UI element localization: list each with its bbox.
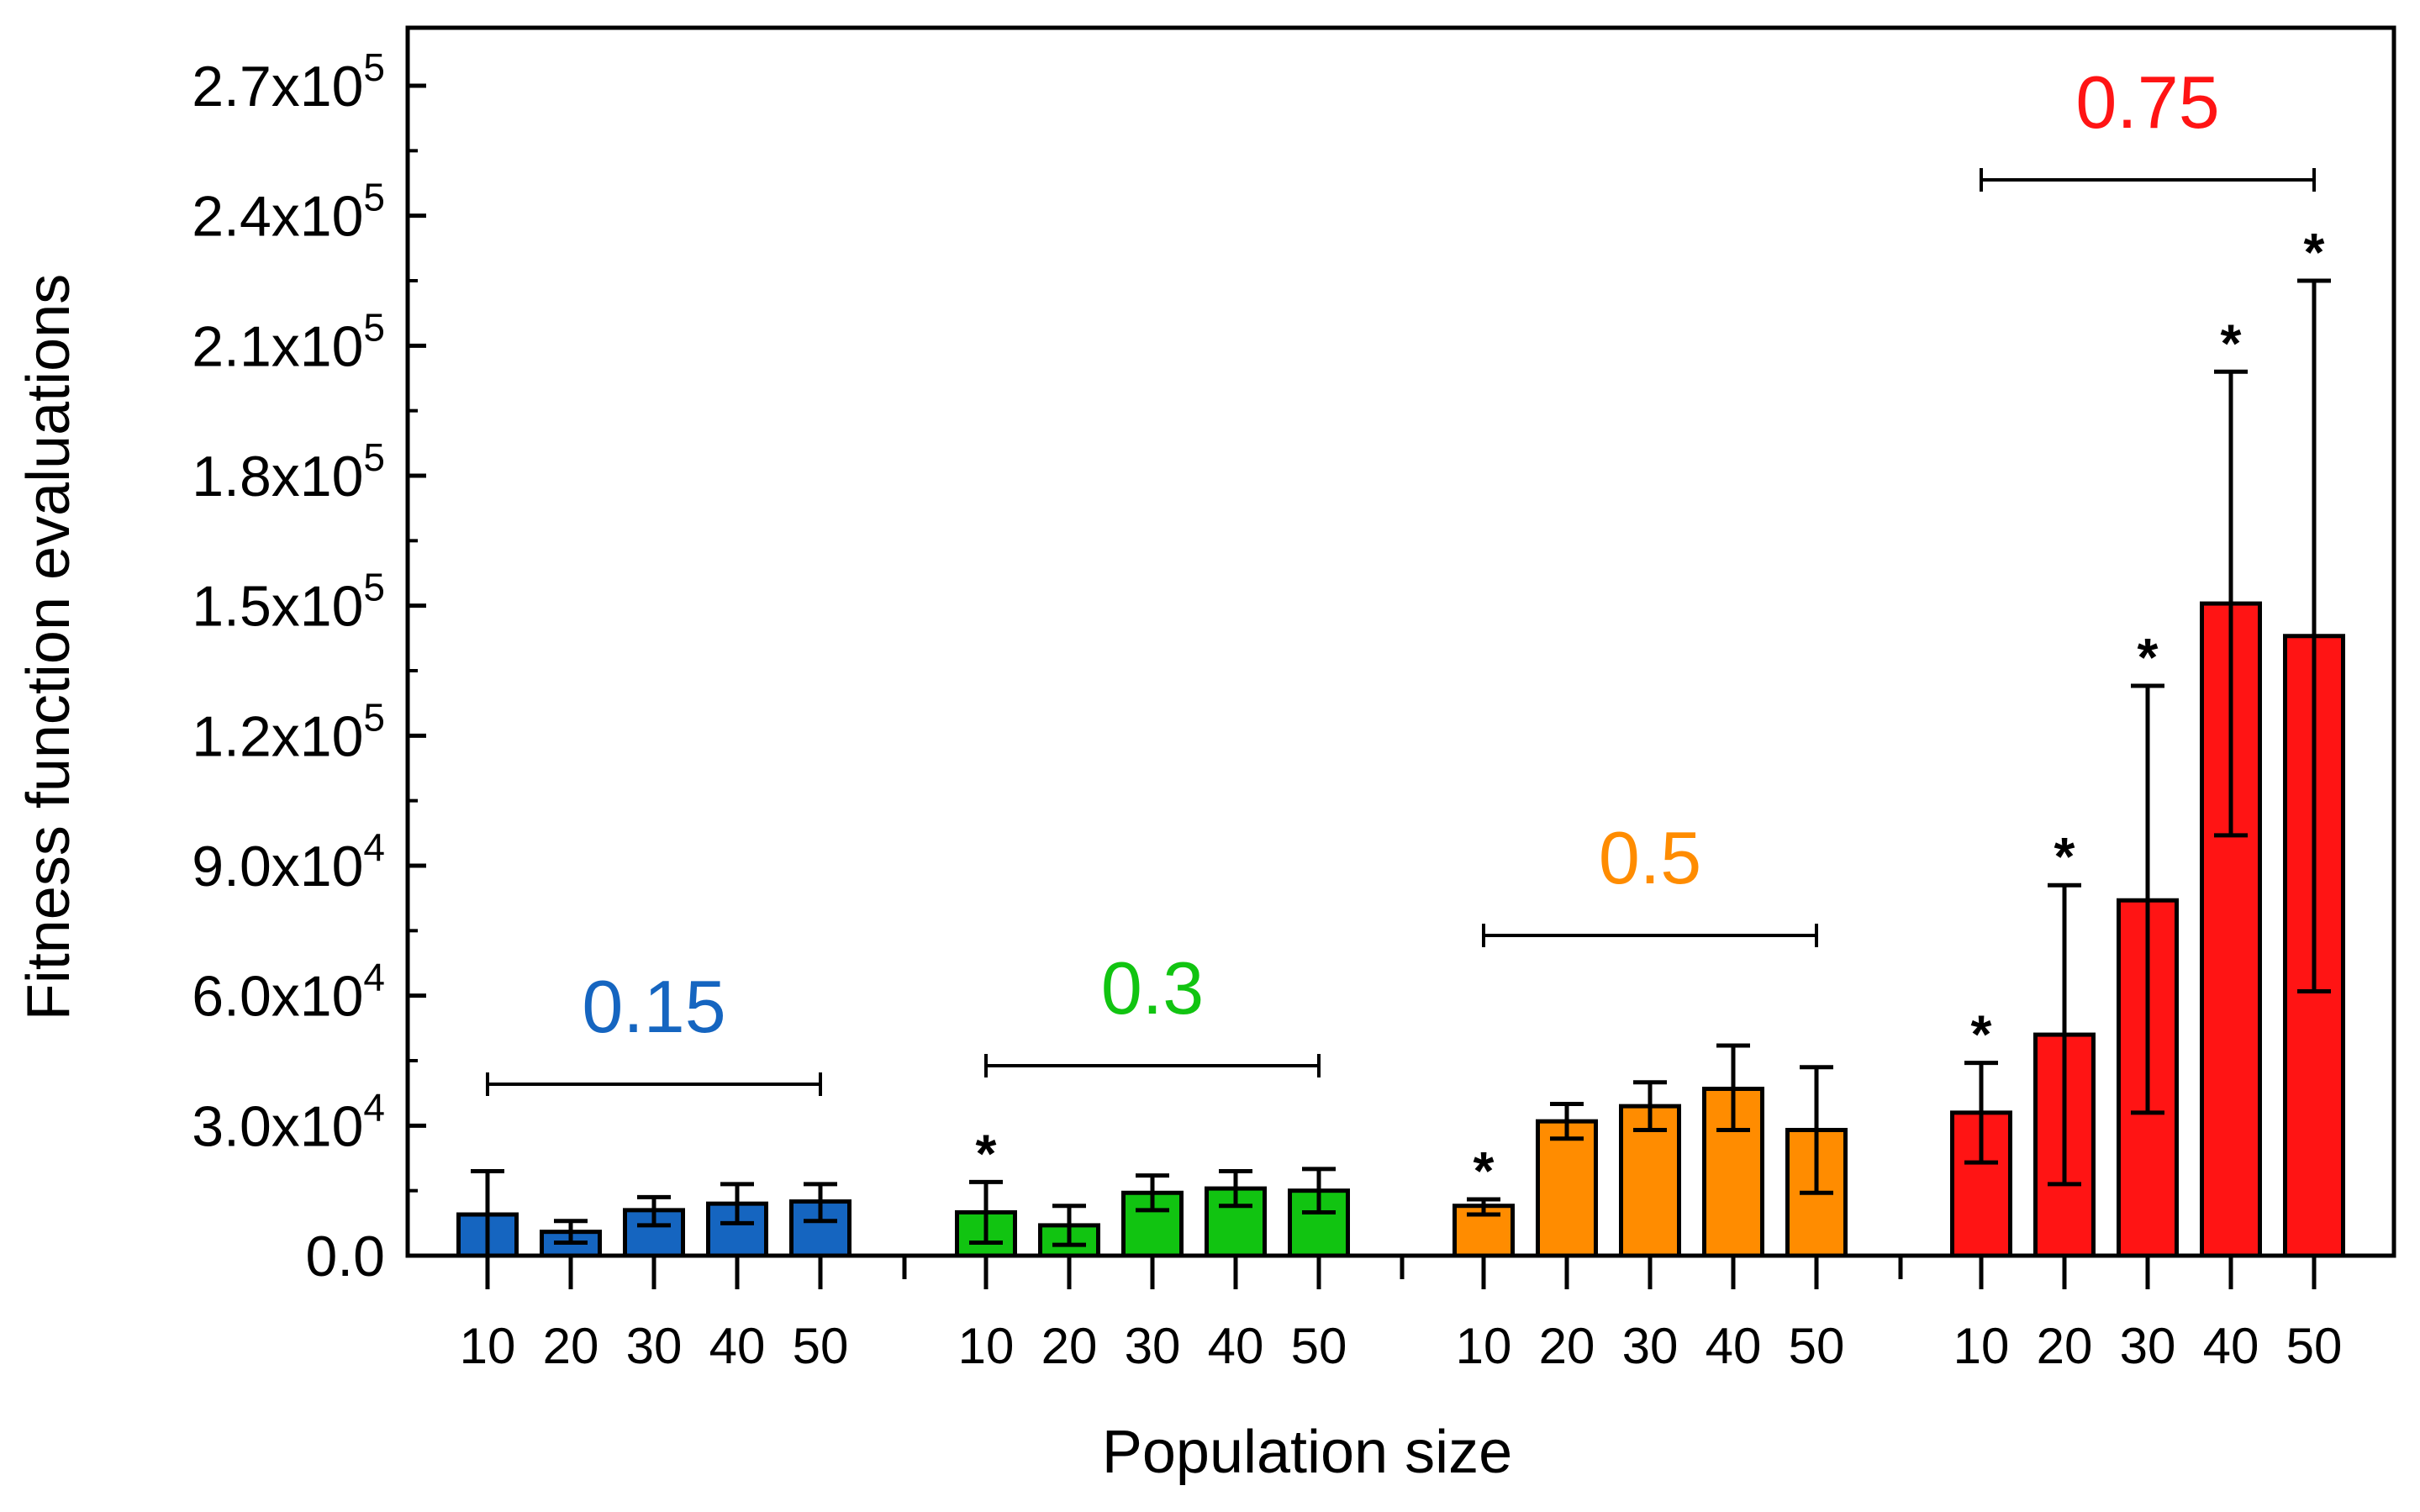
x-tick-label: 50 bbox=[2286, 1318, 2343, 1374]
x-tick-label: 10 bbox=[460, 1318, 516, 1374]
group-label: 0.3 bbox=[1101, 946, 1204, 1030]
x-axis: 10 20 30 40 50 10 20 30 40 50 10 20 30 40 50 10 20 30 40 50 bbox=[460, 1256, 2343, 1374]
significance-marker: * bbox=[2054, 826, 2075, 887]
significance-marker: * bbox=[2138, 627, 2159, 688]
y-tick-label: 2.1x105 bbox=[192, 305, 385, 378]
x-tick-label: 20 bbox=[543, 1318, 599, 1374]
y-tick-label: 6.0x104 bbox=[192, 956, 385, 1029]
y-tick-label: 9.0x104 bbox=[192, 825, 385, 898]
x-tick-label: 50 bbox=[1291, 1318, 1347, 1374]
x-tick-label: 30 bbox=[2120, 1318, 2176, 1374]
x-tick-label: 40 bbox=[709, 1318, 766, 1374]
y-tick-label: 2.7x105 bbox=[192, 45, 385, 119]
significance-marker: * bbox=[2304, 222, 2325, 282]
x-tick-label: 10 bbox=[958, 1318, 1015, 1374]
x-tick-label: 30 bbox=[626, 1318, 683, 1374]
y-tick-label: 0.0 bbox=[305, 1225, 385, 1288]
x-tick-label: 20 bbox=[2037, 1318, 2093, 1374]
x-tick-label: 50 bbox=[793, 1318, 849, 1374]
plot-border bbox=[405, 25, 2396, 1258]
significance-marker: * bbox=[2221, 313, 2242, 373]
x-tick-label: 10 bbox=[1953, 1318, 2010, 1374]
x-tick-label: 30 bbox=[1622, 1318, 1679, 1374]
y-tick-label: 3.0x104 bbox=[192, 1085, 385, 1158]
significance-marker: * bbox=[1474, 1141, 1495, 1201]
y-tick-label: 1.2x105 bbox=[192, 695, 385, 768]
x-tick-label: 30 bbox=[1125, 1318, 1181, 1374]
group-label: 0.15 bbox=[582, 965, 725, 1048]
bar-group-0-15 bbox=[456, 1168, 851, 1258]
x-tick-label: 20 bbox=[1041, 1318, 1098, 1374]
y-axis: 0.0 3.0x104 6.0x104 9.0x104 1.2x105 1.5x105 1.… bbox=[192, 45, 426, 1288]
x-tick-label: 20 bbox=[1539, 1318, 1595, 1374]
bars: * * * * * * * bbox=[456, 222, 2345, 1258]
y-tick-label: 1.8x105 bbox=[192, 435, 385, 508]
plot-frame bbox=[405, 25, 2396, 1258]
group-label: 0.75 bbox=[2075, 61, 2219, 144]
group-bracket bbox=[1980, 168, 2316, 192]
significance-marker: * bbox=[976, 1123, 997, 1183]
significance-marker: * bbox=[1971, 1004, 1992, 1065]
group-label: 0.5 bbox=[1599, 816, 1701, 899]
x-tick-label: 40 bbox=[1706, 1318, 1762, 1374]
y-tick-label: 1.5x105 bbox=[192, 566, 385, 639]
bar bbox=[1536, 1119, 1598, 1258]
x-tick-label: 40 bbox=[1208, 1318, 1264, 1374]
x-tick-label: 10 bbox=[1456, 1318, 1512, 1374]
group-bracket bbox=[984, 1054, 1321, 1077]
bar-group-0-75: * * * * * bbox=[1950, 222, 2345, 1258]
y-axis-title: Fitness function evaluations bbox=[15, 274, 82, 1021]
bar-group-0-5: * bbox=[1453, 1043, 1848, 1258]
x-tick-label: 50 bbox=[1789, 1318, 1845, 1374]
y-tick-label: 2.4x105 bbox=[192, 176, 385, 249]
group-labels: 0.15 0.3 0.5 0.75 bbox=[486, 61, 2316, 1096]
bar bbox=[1453, 1204, 1515, 1258]
group-bracket bbox=[486, 1072, 822, 1096]
x-tick-label: 40 bbox=[2203, 1318, 2259, 1374]
group-bracket bbox=[1482, 924, 1818, 947]
bar-group-0-3: * bbox=[955, 1123, 1350, 1258]
x-axis-title: Population size bbox=[1102, 1419, 1512, 1486]
